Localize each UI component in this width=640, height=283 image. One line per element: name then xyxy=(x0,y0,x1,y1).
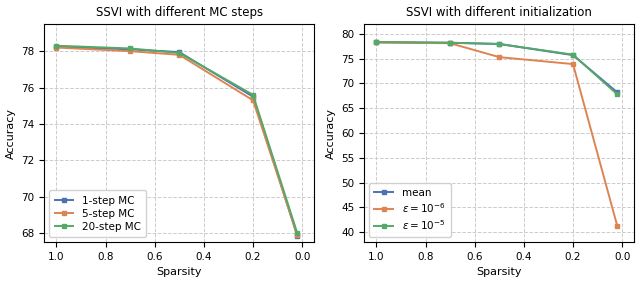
Y-axis label: Accuracy: Accuracy xyxy=(326,108,335,158)
X-axis label: Sparsity: Sparsity xyxy=(477,267,522,277)
Legend: 1-step MC, 5-step MC, 20-step MC: 1-step MC, 5-step MC, 20-step MC xyxy=(49,190,146,237)
Y-axis label: Accuracy: Accuracy xyxy=(6,108,15,158)
Legend: mean, $\varepsilon = 10^{-6}$, $\varepsilon = 10^{-5}$: mean, $\varepsilon = 10^{-6}$, $\varepsi… xyxy=(369,183,451,237)
Title: SSVI with different MC steps: SSVI with different MC steps xyxy=(96,6,263,19)
X-axis label: Sparsity: Sparsity xyxy=(157,267,202,277)
Title: SSVI with different initialization: SSVI with different initialization xyxy=(406,6,592,19)
